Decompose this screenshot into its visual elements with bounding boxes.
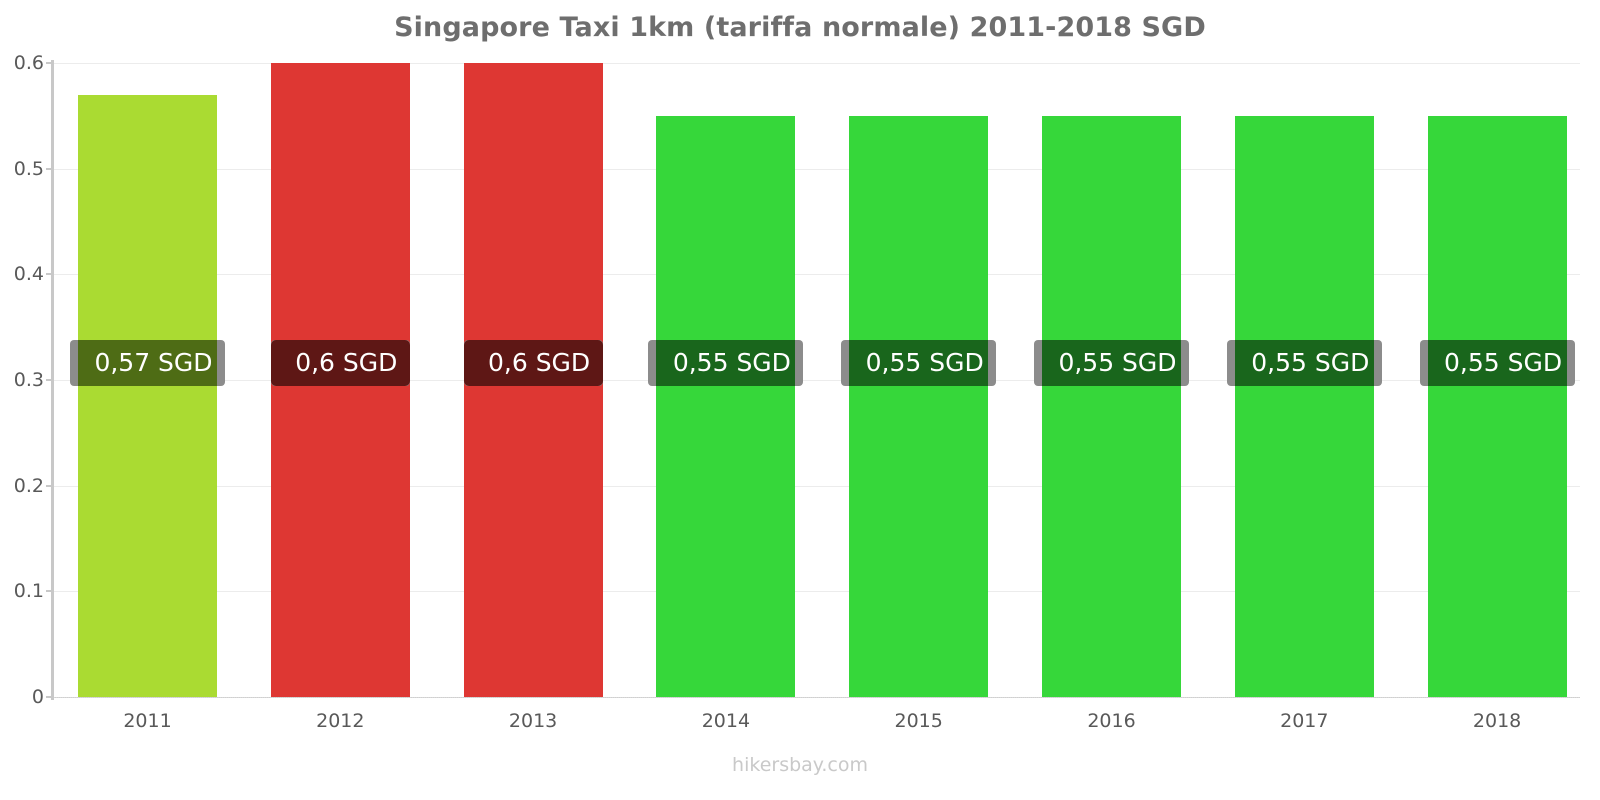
bar-value-label-fill <box>1234 339 1374 386</box>
y-axis-tick-mark <box>46 696 54 698</box>
bar-value-label: 0,55 SGD <box>648 339 804 386</box>
bar-slot <box>656 63 796 697</box>
y-axis-tick-label: 0.4 <box>13 263 44 286</box>
y-axis-tick-label: 0.1 <box>13 580 44 603</box>
x-axis-tick-label: 2017 <box>1280 710 1329 732</box>
x-axis-tick-label: 2012 <box>316 710 365 732</box>
bar-slot <box>78 63 217 697</box>
y-axis-tick-label: 0.5 <box>13 157 44 180</box>
bar-slot <box>849 63 989 697</box>
bar[interactable] <box>1427 115 1567 697</box>
bar-value-label: 0,6 SGD <box>463 339 603 386</box>
chart-title: Singapore Taxi 1km (tariffa normale) 201… <box>394 12 1206 43</box>
bar-value-text: 0,6 SGD <box>487 348 591 378</box>
bar-value-label-fill <box>849 339 989 386</box>
y-axis-tick-mark <box>46 590 54 593</box>
x-axis-tick-label: 2015 <box>894 710 943 732</box>
y-axis-tick-mark <box>46 62 54 64</box>
gridline <box>52 168 1580 170</box>
x-axis-tick-label: 2014 <box>701 710 751 732</box>
gridline <box>52 63 1580 64</box>
y-axis-tick-label: 0.2 <box>13 474 44 497</box>
y-axis-tick-label: 0 <box>31 686 44 708</box>
bar[interactable] <box>656 115 796 697</box>
bar[interactable] <box>1234 115 1374 697</box>
x-axis-tick-label: 2018 <box>1472 710 1522 732</box>
bar[interactable] <box>849 115 989 697</box>
bar-value-label: 0,55 SGD <box>841 339 997 386</box>
y-axis-tick-mark <box>46 273 54 276</box>
x-axis-tick-label: 2016 <box>1087 710 1136 732</box>
x-axis-tick-label: 2011 <box>123 710 172 732</box>
bar-value-text: 0,55 SGD <box>672 348 791 378</box>
bar-value-label: 0,55 SGD <box>1419 339 1575 386</box>
bar-value-label-fill <box>78 339 217 386</box>
bar-value-label: 0,55 SGD <box>1034 339 1189 386</box>
gridline <box>52 697 1580 698</box>
chart-source-label: hikersbay.com <box>732 754 868 776</box>
y-axis-tick-label: 0.6 <box>13 52 44 74</box>
x-axis-tick-label: 2013 <box>508 710 558 732</box>
bar-slot <box>1234 63 1374 697</box>
y-axis-tick-mark <box>46 379 54 381</box>
bar-value-label-fill <box>1042 339 1181 386</box>
gridline <box>52 380 1580 381</box>
bar-value-label-fill <box>463 339 603 386</box>
bar[interactable] <box>78 94 217 697</box>
bar-value-text: 0,55 SGD <box>1251 348 1370 378</box>
y-axis-tick-label: 0.3 <box>13 369 44 391</box>
bar-value-text: 0,55 SGD <box>865 348 984 378</box>
bar-value-label-fill <box>270 339 410 386</box>
bar-value-text: 0,55 SGD <box>1444 348 1563 378</box>
bar-slot <box>1042 63 1181 697</box>
gridline <box>52 591 1580 593</box>
bar-slot <box>1427 63 1567 697</box>
y-axis-tick-mark <box>46 484 54 487</box>
bar-value-label: 0,57 SGD <box>70 339 225 386</box>
bar-value-label: 0,55 SGD <box>1226 339 1382 386</box>
gridline <box>52 274 1580 276</box>
bar-value-text: 0,57 SGD <box>94 348 213 378</box>
bar-value-label-fill <box>656 339 796 386</box>
y-axis-tick-mark <box>46 167 54 170</box>
bar-value-label: 0,6 SGD <box>270 339 410 386</box>
bar[interactable] <box>1042 115 1181 697</box>
gridline <box>52 485 1580 487</box>
bar-value-text: 0,6 SGD <box>295 348 398 378</box>
bar-value-label-fill <box>1427 339 1567 386</box>
bar-value-text: 0,55 SGD <box>1058 348 1177 378</box>
